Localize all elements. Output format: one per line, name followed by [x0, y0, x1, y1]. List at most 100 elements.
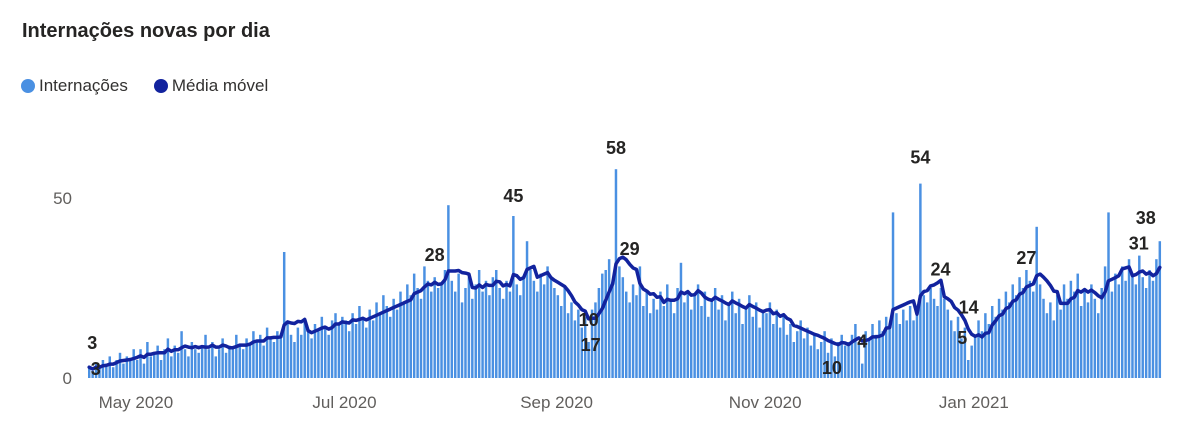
bar[interactable] — [1134, 284, 1138, 378]
bar[interactable] — [1014, 295, 1018, 378]
bar[interactable] — [375, 302, 378, 378]
bar[interactable] — [1158, 241, 1162, 378]
bar[interactable] — [176, 352, 180, 378]
bar[interactable] — [583, 316, 587, 378]
bar[interactable] — [481, 291, 484, 378]
bar[interactable] — [984, 313, 987, 378]
bar[interactable] — [751, 316, 755, 378]
bar[interactable] — [1066, 298, 1069, 378]
bar[interactable] — [758, 327, 761, 378]
bar[interactable] — [388, 316, 392, 378]
bar[interactable] — [573, 320, 577, 378]
bar[interactable] — [659, 291, 662, 378]
bar[interactable] — [484, 280, 488, 378]
bar[interactable] — [187, 356, 190, 378]
bar[interactable] — [488, 295, 491, 378]
bar[interactable] — [1001, 309, 1004, 378]
bar[interactable] — [748, 295, 751, 378]
bar[interactable] — [881, 331, 884, 378]
bar[interactable] — [809, 345, 813, 378]
bar[interactable] — [994, 316, 997, 378]
bar[interactable] — [775, 309, 778, 378]
bar[interactable] — [1155, 259, 1158, 378]
bar[interactable] — [826, 352, 830, 378]
bar[interactable] — [129, 360, 132, 378]
bar[interactable] — [207, 349, 211, 378]
bar[interactable] — [1021, 288, 1025, 378]
bar[interactable] — [358, 306, 361, 378]
bar[interactable] — [679, 262, 683, 378]
bar[interactable] — [378, 313, 382, 378]
bar[interactable] — [840, 334, 843, 378]
bar[interactable] — [816, 349, 820, 378]
bar[interactable] — [785, 334, 789, 378]
bar[interactable] — [255, 342, 259, 378]
bar[interactable] — [696, 284, 700, 378]
bar[interactable] — [1059, 309, 1062, 378]
bar[interactable] — [464, 288, 467, 378]
bar[interactable] — [734, 313, 737, 378]
bar[interactable] — [310, 338, 313, 378]
bar[interactable] — [351, 313, 354, 378]
bar[interactable] — [166, 338, 170, 378]
bar[interactable] — [1151, 280, 1155, 378]
bar[interactable] — [727, 302, 731, 378]
bar[interactable] — [556, 295, 560, 378]
bar[interactable] — [1004, 291, 1008, 378]
bar[interactable] — [235, 334, 238, 378]
bar[interactable] — [638, 266, 642, 378]
bar[interactable] — [1038, 284, 1042, 378]
bar[interactable] — [152, 352, 156, 378]
bar[interactable] — [587, 342, 590, 378]
bar[interactable] — [666, 284, 669, 378]
bar[interactable] — [672, 313, 676, 378]
bar[interactable] — [392, 298, 395, 378]
bar[interactable] — [341, 316, 344, 378]
bar[interactable] — [1120, 266, 1124, 378]
bar[interactable] — [847, 342, 850, 378]
bar[interactable] — [857, 342, 861, 378]
bar[interactable] — [334, 313, 337, 378]
bar[interactable] — [406, 284, 409, 378]
bar[interactable] — [156, 345, 159, 378]
bar[interactable] — [778, 327, 782, 378]
bar[interactable] — [939, 288, 943, 378]
bar[interactable] — [563, 288, 566, 378]
bar[interactable] — [522, 277, 525, 378]
bar[interactable] — [823, 331, 826, 378]
bar[interactable] — [618, 266, 621, 378]
bar[interactable] — [293, 342, 296, 378]
bar[interactable] — [221, 338, 224, 378]
bar[interactable] — [765, 313, 768, 378]
bar[interactable] — [607, 259, 611, 378]
bar[interactable] — [419, 298, 423, 378]
bar[interactable] — [1076, 273, 1079, 378]
bar[interactable] — [710, 298, 713, 378]
bar[interactable] — [265, 327, 269, 378]
bar[interactable] — [170, 356, 173, 378]
bar[interactable] — [1138, 255, 1141, 378]
bar[interactable] — [895, 313, 898, 378]
bar[interactable] — [94, 363, 98, 378]
bar[interactable] — [973, 334, 977, 378]
bar[interactable] — [190, 342, 194, 378]
bar[interactable] — [317, 331, 320, 378]
bar[interactable] — [371, 320, 375, 378]
bar[interactable] — [929, 288, 932, 378]
bar[interactable] — [515, 284, 519, 378]
bar[interactable] — [833, 356, 837, 378]
bar[interactable] — [597, 288, 601, 378]
bar[interactable] — [368, 309, 371, 378]
bar[interactable] — [238, 345, 241, 378]
bar[interactable] — [652, 298, 655, 378]
bar[interactable] — [269, 338, 272, 378]
bar[interactable] — [477, 270, 481, 378]
bar[interactable] — [594, 302, 597, 378]
bar[interactable] — [111, 367, 115, 378]
bar[interactable] — [262, 345, 265, 378]
bar[interactable] — [105, 363, 108, 378]
bar[interactable] — [279, 338, 283, 378]
bar[interactable] — [354, 324, 358, 378]
bar[interactable] — [861, 363, 864, 378]
bar[interactable] — [662, 306, 666, 378]
